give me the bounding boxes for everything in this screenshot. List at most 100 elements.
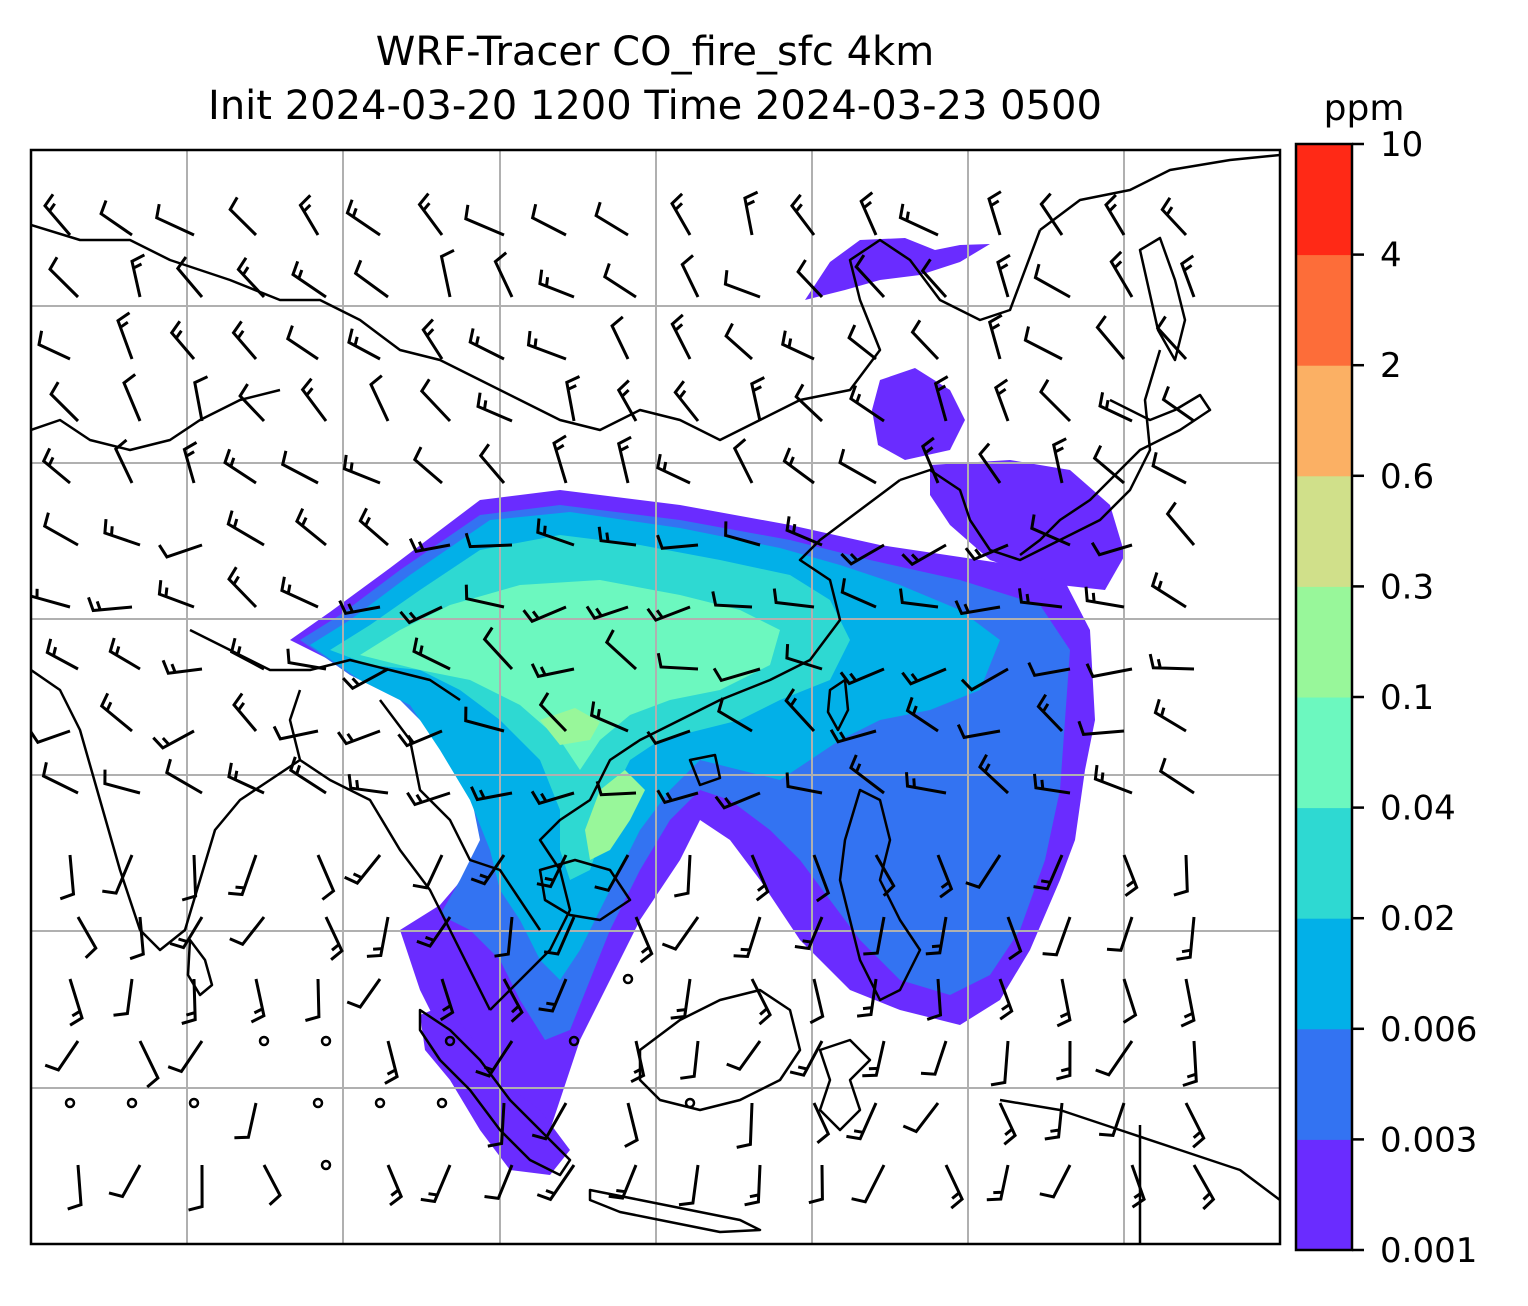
wind-barb	[384, 1040, 399, 1085]
wind-barb	[809, 978, 825, 1025]
wind-barb	[1044, 1102, 1064, 1141]
wind-barb	[726, 1040, 762, 1072]
wind-barb	[419, 378, 452, 423]
colorbar-tick-label: 0.02	[1380, 899, 1456, 939]
wind-barb	[987, 313, 1003, 360]
wind-barb	[342, 454, 381, 485]
central-asia-borders	[31, 388, 281, 452]
wind-barb	[744, 1164, 762, 1207]
wind-barb	[736, 1102, 754, 1149]
wind-barb	[656, 534, 699, 550]
wind-barb	[646, 729, 691, 746]
wind-barb	[1150, 572, 1187, 609]
wind-barb	[347, 328, 381, 361]
wind-barb	[840, 578, 877, 609]
wind-barb	[925, 916, 948, 956]
calm-wind-marker	[436, 1097, 448, 1109]
calm-wind-marker	[258, 1035, 270, 1047]
wind-barb	[238, 383, 266, 423]
southeast-asia-borders	[379, 699, 542, 931]
wind-barb	[863, 916, 886, 956]
map-frame	[29, 148, 1282, 1246]
colorbar-tick-label: 2	[1380, 346, 1402, 386]
wind-barb	[538, 978, 568, 1013]
wind-barb	[295, 507, 327, 547]
wind-barb	[420, 1164, 452, 1204]
wind-barb	[417, 192, 444, 236]
wind-barb	[712, 667, 761, 683]
colorbar-band	[1296, 697, 1352, 809]
wind-barb	[1033, 773, 1071, 795]
wind-barb	[594, 201, 629, 237]
wind-barb	[346, 978, 382, 1009]
gulf-thailand	[538, 858, 632, 922]
wind-barb	[43, 193, 72, 236]
wind-barb	[808, 1164, 824, 1205]
wind-barb	[169, 320, 196, 360]
wind-barb	[59, 854, 76, 901]
wind-barbs	[31, 190, 1216, 1212]
wind-barb	[552, 434, 568, 484]
wind-barb	[231, 320, 258, 360]
wind-barb	[188, 1164, 204, 1212]
wind-barb	[76, 916, 98, 959]
wind-barb	[846, 1102, 878, 1141]
colorbar-bands	[1296, 144, 1352, 1251]
wind-barb	[304, 978, 321, 1022]
wind-barb	[366, 916, 390, 958]
wind-barb	[406, 791, 451, 807]
wind-barb	[965, 854, 1002, 889]
wind-barb	[122, 373, 142, 422]
colorbar-band	[1296, 254, 1352, 366]
wind-barb	[1173, 854, 1189, 897]
wind-barb	[234, 1102, 258, 1140]
wind-barb	[250, 978, 266, 1024]
wind-barb	[856, 978, 878, 1018]
colorbar-band	[1296, 918, 1352, 1030]
co-level-0001-north	[872, 368, 965, 460]
wind-barb	[1155, 315, 1188, 361]
calm-wind-marker	[188, 1097, 200, 1109]
wind-barb	[656, 789, 699, 805]
wind-barb	[108, 637, 141, 671]
wind-barb	[724, 322, 753, 361]
wind-barb	[926, 978, 943, 1021]
wind-barb	[732, 438, 754, 484]
wind-barb	[603, 263, 637, 299]
wind-barb	[1077, 720, 1125, 736]
wind-barb	[743, 190, 759, 236]
wind-barb	[130, 253, 146, 298]
china-mongolia-border	[31, 223, 1042, 442]
wind-barb	[990, 1040, 1010, 1087]
wind-barb	[1098, 1102, 1126, 1137]
wind-barb	[670, 978, 692, 1020]
wind-barb	[711, 591, 753, 609]
wind-barb	[1056, 1040, 1072, 1081]
wind-barb	[680, 254, 700, 298]
wind-barb	[1104, 193, 1126, 236]
wind-barb	[476, 392, 513, 423]
wind-barb	[1130, 1164, 1146, 1209]
wind-barb	[421, 318, 444, 360]
wind-barb	[439, 978, 455, 1022]
wind-barb	[152, 729, 195, 750]
wind-barb	[181, 978, 197, 1025]
wind-barb	[1192, 1164, 1216, 1211]
wind-barb	[464, 204, 505, 237]
wind-barb	[920, 258, 948, 299]
wind-barb	[1092, 444, 1125, 485]
wind-barb	[324, 916, 344, 961]
wind-barb	[68, 978, 84, 1027]
wind-barb	[1109, 250, 1134, 298]
colorbar-tick-label: 0.001	[1380, 1231, 1477, 1271]
wind-barb	[41, 447, 71, 485]
wind-barb	[624, 1102, 639, 1148]
wind-barb	[538, 269, 575, 299]
colorbar: ppm 0.001 0.003 0.006 0.02 0.04 0.1 0.3 0.6 2 4 10	[1294, 100, 1477, 1271]
wind-barb	[487, 1102, 506, 1148]
plot-title-line-1: WRF-Tracer CO_fire_sfc 4km	[375, 29, 935, 75]
wind-barb	[597, 526, 637, 547]
wind-barb	[1018, 588, 1063, 609]
wind-barb	[1184, 1102, 1206, 1149]
wind-barb	[478, 443, 506, 484]
